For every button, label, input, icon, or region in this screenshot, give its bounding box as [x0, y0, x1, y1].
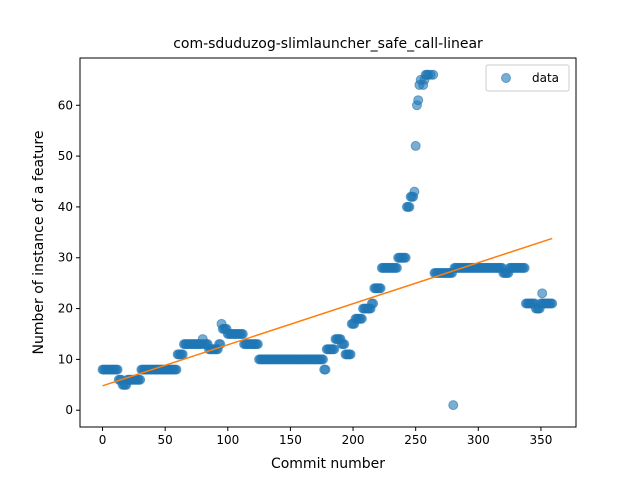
data-point [519, 262, 530, 273]
data-point [404, 201, 415, 212]
data-point [135, 374, 146, 385]
legend-marker [501, 73, 511, 83]
fit-line-layer [102, 237, 553, 387]
data-point [409, 186, 420, 197]
x-axis-ticks: 0 50 100 150 200 250 300 350 [99, 427, 552, 447]
data-point [547, 298, 558, 309]
x-tick-label: 150 [279, 433, 302, 447]
y-tick-label: 40 [58, 200, 73, 214]
y-tick-label: 30 [58, 251, 73, 265]
y-tick-label: 10 [58, 352, 73, 366]
y-tick-label: 50 [58, 149, 73, 163]
data-point [112, 364, 123, 375]
data-point [177, 349, 188, 360]
data-point [375, 283, 386, 294]
data-point [252, 339, 263, 350]
y-tick-label: 0 [65, 403, 73, 417]
x-tick-label: 50 [158, 433, 173, 447]
data-point [391, 262, 402, 273]
legend-label-data: data [532, 71, 559, 85]
y-axis-ticks: 0 10 20 30 40 50 60 [58, 98, 80, 417]
data-point [329, 344, 340, 355]
data-point [339, 339, 350, 350]
data-point [237, 328, 248, 339]
data-point [413, 95, 424, 106]
x-tick-label: 250 [404, 433, 427, 447]
x-tick-label: 350 [529, 433, 552, 447]
x-tick-label: 300 [467, 433, 490, 447]
data-point [356, 313, 367, 324]
data-point [410, 140, 421, 151]
data-point [368, 298, 379, 309]
data-point [428, 69, 439, 80]
data-point [537, 288, 548, 299]
data-point [317, 354, 328, 365]
y-tick-label: 20 [58, 302, 73, 316]
data-point [320, 364, 331, 375]
plot-frame [79, 57, 577, 428]
x-axis-title: Commit number [271, 456, 385, 472]
legend: data [485, 64, 570, 92]
chart-title: com-sduduzog-slimlauncher_safe_call-line… [173, 36, 483, 52]
legend-box [485, 64, 570, 92]
data-point [345, 349, 356, 360]
x-tick-label: 0 [99, 433, 107, 447]
fit-line [102, 237, 553, 387]
y-tick-label: 60 [58, 98, 73, 112]
data-point [448, 400, 459, 411]
y-axis-title: Number of instance of a feature [31, 131, 47, 355]
x-tick-label: 100 [216, 433, 239, 447]
data-point [400, 252, 411, 263]
data-point [171, 364, 182, 375]
x-tick-label: 200 [342, 433, 365, 447]
